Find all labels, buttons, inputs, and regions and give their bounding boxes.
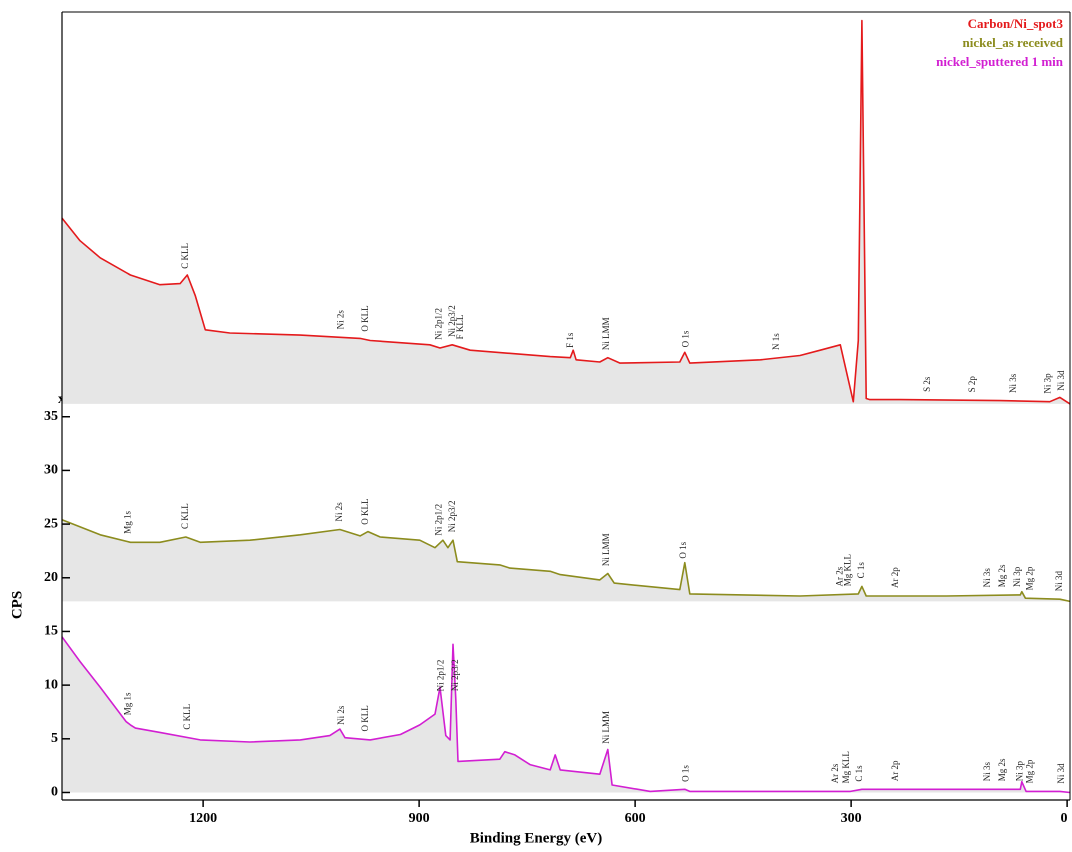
- peak-label: Mg KLL: [842, 554, 852, 586]
- peak-label: O 1s: [678, 541, 688, 558]
- peak-label: Ni 3p: [1014, 761, 1024, 782]
- peak-label: Mg 2s: [997, 758, 1007, 781]
- peak-label: Ni 3p: [1042, 373, 1052, 394]
- peak-label: O 1s: [680, 330, 690, 347]
- peak-label: O KLL: [360, 705, 370, 731]
- peak-label: Ni 2p1/2: [436, 660, 446, 692]
- y-tick-label: 10: [44, 677, 58, 692]
- peak-label: O KLL: [360, 499, 370, 525]
- peak-label: Ni 3s: [982, 762, 992, 782]
- peak-label: Ni 2p3/2: [447, 305, 457, 337]
- peak-label: Ni 3s: [982, 568, 992, 588]
- area-fill: [62, 636, 1070, 793]
- y-tick-label: 30: [44, 463, 58, 478]
- area-fill: [62, 519, 1070, 602]
- x-tick-label: 600: [625, 811, 646, 826]
- peak-label: Ni LMM: [601, 533, 611, 566]
- x-axis-label: Binding Energy (eV): [470, 830, 603, 846]
- y-tick-label: 25: [44, 516, 58, 531]
- peak-label: F KLL: [455, 315, 465, 340]
- peak-label: Ni 3s: [1008, 373, 1018, 393]
- peak-label: Ni 2p1/2: [433, 308, 443, 340]
- peak-label: Ni 2p1/2: [433, 504, 443, 536]
- x-tick-label: 0: [1061, 811, 1068, 826]
- peak-label: Mg 2p: [1024, 759, 1034, 783]
- peak-label: Ni 3p: [1012, 566, 1022, 587]
- peak-label: Ni 2s: [335, 310, 345, 330]
- peak-label: Mg 2p: [1024, 566, 1034, 590]
- spectrum-line: [61, 19, 1071, 405]
- y-tick-label: 15: [44, 624, 58, 639]
- peak-label: C 1s: [854, 765, 864, 782]
- spectrum-line: [61, 519, 1071, 603]
- y-tick-label: 5: [51, 731, 58, 746]
- peak-label: C KLL: [180, 243, 190, 269]
- peak-label: O 1s: [680, 765, 690, 782]
- peak-label: Ni 2s: [334, 502, 344, 522]
- peak-label: Ni 2p3/2: [450, 659, 460, 691]
- peak-label: Ni 3d: [1056, 370, 1066, 391]
- peak-label: Mg 1s: [122, 511, 132, 534]
- peak-label: C KLL: [180, 503, 190, 529]
- peak-label: Ni 2p3/2: [447, 500, 457, 532]
- peak-label: Mg KLL: [841, 751, 851, 783]
- peak-label: Ni 2s: [336, 705, 346, 725]
- y-tick-label: 35: [44, 409, 58, 424]
- peak-label: S 2p: [967, 376, 977, 393]
- spectrum-line: [61, 636, 1071, 794]
- peak-label: Ar 2p: [890, 760, 900, 781]
- peak-label: Ar 2s: [830, 763, 840, 783]
- peak-label: N 1s: [771, 333, 781, 350]
- x-tick-label: 300: [841, 811, 862, 826]
- legend-entry: nickel_as received: [963, 35, 1064, 50]
- y-tick-label: 20: [44, 570, 58, 585]
- area-fill: [62, 20, 1070, 404]
- y-axis-label: CPS: [9, 591, 25, 619]
- peak-label: Ni 3d: [1056, 763, 1066, 784]
- peak-label: Ni LMM: [601, 711, 611, 744]
- peak-label: Ni LMM: [601, 317, 611, 350]
- peak-label: F 1s: [565, 332, 575, 348]
- peak-label: Ar 2s: [834, 566, 844, 586]
- peak-label: C KLL: [182, 704, 192, 730]
- peak-label: Ar 2p: [890, 567, 900, 588]
- peak-label: O KLL: [360, 305, 370, 331]
- peak-label: S 2s: [922, 376, 932, 392]
- y-tick-label: 0: [51, 785, 58, 800]
- legend-entry: Carbon/Ni_spot3: [968, 16, 1064, 31]
- peak-label: Mg 1s: [122, 692, 132, 715]
- peak-label: Ni 3d: [1054, 570, 1064, 591]
- x-tick-label: 900: [409, 811, 430, 826]
- legend-entry: nickel_sputtered 1 min: [936, 54, 1064, 69]
- peak-label: C 1s: [856, 562, 866, 579]
- x-tick-label: 1200: [189, 811, 217, 826]
- peak-label: Mg 2s: [997, 564, 1007, 587]
